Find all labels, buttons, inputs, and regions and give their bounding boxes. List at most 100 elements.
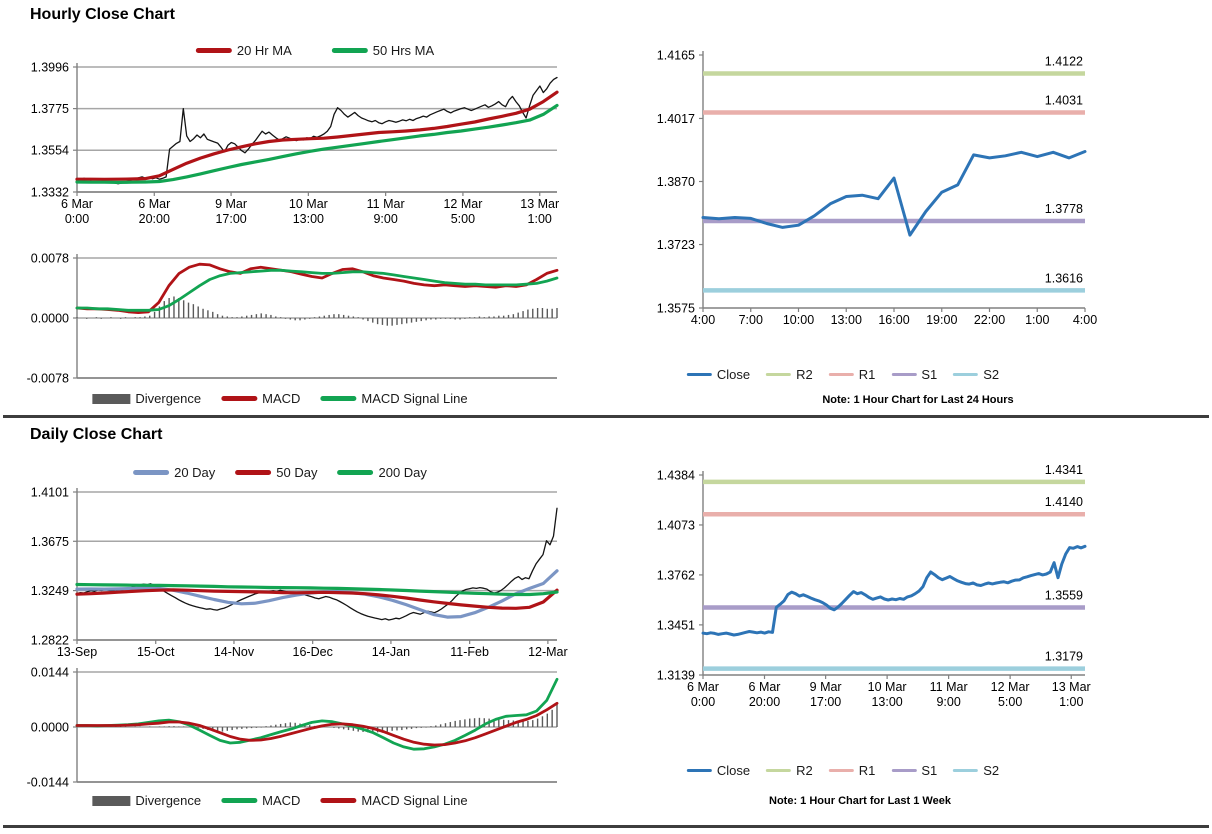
svg-text:7:00: 7:00 — [739, 313, 763, 327]
legend-swatch-icon — [221, 798, 258, 803]
svg-text:1.3616: 1.3616 — [1045, 271, 1083, 285]
legend-item-20-hr-ma: 20 Hr MA — [195, 43, 292, 58]
legend-label: MACD Signal Line — [361, 391, 468, 406]
svg-text:12 Mar: 12 Mar — [991, 680, 1030, 694]
legend-label: S1 — [921, 367, 938, 382]
daily-price-legend: 20 Day 50 Day 200 Day — [133, 465, 427, 480]
legend-label: 200 Day — [378, 465, 427, 480]
weekly-sr-legend: Close R2 R1 S1 S2 — [686, 763, 999, 778]
svg-text:1.3559: 1.3559 — [1045, 589, 1083, 603]
svg-text:1.3575: 1.3575 — [657, 302, 695, 316]
svg-text:6 Mar: 6 Mar — [61, 197, 93, 211]
hourly-sr-legend: Close R2 R1 S1 S2 — [686, 367, 999, 382]
legend-swatch-icon — [828, 372, 854, 377]
legend-label: 50 Hrs MA — [372, 43, 435, 58]
svg-text:1.3778: 1.3778 — [1045, 202, 1083, 216]
legend-label: R2 — [796, 367, 813, 382]
legend-label: R1 — [858, 763, 876, 778]
svg-text:9:00: 9:00 — [936, 695, 960, 709]
legend-item-close: Close — [686, 367, 750, 382]
legend-label: 20 Hr MA — [236, 43, 292, 58]
legend-item-divergence: Divergence — [92, 793, 201, 808]
legend-item-macd: MACD — [221, 793, 300, 808]
svg-text:15-Oct: 15-Oct — [137, 645, 175, 659]
legend-item-macd-signal-line: MACD Signal Line — [320, 391, 468, 406]
legend-item-s2: S2 — [953, 763, 999, 778]
svg-text:20:00: 20:00 — [749, 695, 780, 709]
legend-swatch-icon — [133, 470, 170, 475]
hourly-section-title: Hourly Close Chart — [30, 6, 175, 23]
svg-text:1.3762: 1.3762 — [657, 568, 695, 582]
svg-text:-0.0144: -0.0144 — [27, 776, 69, 790]
svg-text:1.3249: 1.3249 — [31, 584, 69, 598]
svg-text:20:00: 20:00 — [139, 212, 170, 226]
svg-text:1.3332: 1.3332 — [31, 186, 69, 200]
svg-text:14-Nov: 14-Nov — [214, 645, 255, 659]
legend-swatch-icon — [686, 768, 712, 773]
svg-text:1.4341: 1.4341 — [1045, 463, 1083, 477]
legend-label: MACD — [262, 793, 301, 808]
legend-item-macd-signal-line: MACD Signal Line — [320, 793, 468, 808]
svg-text:6 Mar: 6 Mar — [138, 197, 170, 211]
svg-text:1.3179: 1.3179 — [1045, 650, 1083, 664]
svg-text:12 Mar: 12 Mar — [443, 197, 482, 211]
svg-text:0.0078: 0.0078 — [31, 252, 69, 266]
legend-label: S2 — [983, 763, 1000, 778]
legend-swatch-icon — [953, 768, 979, 773]
svg-text:1.3139: 1.3139 — [657, 669, 695, 683]
legend-swatch-icon — [891, 372, 917, 377]
legend-swatch-icon — [331, 48, 368, 53]
svg-text:16-Dec: 16-Dec — [293, 645, 333, 659]
svg-text:16:00: 16:00 — [878, 313, 909, 327]
legend-item-s1: S1 — [891, 763, 937, 778]
svg-text:11 Mar: 11 Mar — [930, 680, 968, 694]
svg-text:10 Mar: 10 Mar — [289, 197, 328, 211]
svg-text:1.4122: 1.4122 — [1045, 54, 1083, 68]
svg-text:1.3775: 1.3775 — [31, 102, 69, 116]
svg-text:19:00: 19:00 — [926, 313, 957, 327]
legend-item-s1: S1 — [891, 367, 937, 382]
legend-item-20-day: 20 Day — [133, 465, 215, 480]
legend-swatch-icon — [92, 393, 131, 404]
svg-text:9:00: 9:00 — [373, 212, 397, 226]
svg-text:1.4165: 1.4165 — [657, 49, 695, 63]
legend-swatch-icon — [221, 396, 258, 401]
svg-text:13 Mar: 13 Mar — [520, 197, 559, 211]
svg-text:1.4017: 1.4017 — [657, 112, 695, 126]
svg-text:17:00: 17:00 — [810, 695, 841, 709]
legend-item-s2: S2 — [953, 367, 999, 382]
legend-label: Close — [716, 763, 751, 778]
svg-text:1.4101: 1.4101 — [31, 486, 69, 500]
legend-item-r1: R1 — [828, 367, 875, 382]
svg-text:1.4140: 1.4140 — [1045, 495, 1083, 509]
svg-text:14-Jan: 14-Jan — [372, 645, 410, 659]
legend-item-close: Close — [686, 763, 751, 778]
svg-text:1.3996: 1.3996 — [31, 61, 69, 75]
svg-text:0.0144: 0.0144 — [31, 666, 69, 680]
legend-label: Divergence — [135, 391, 202, 406]
legend-swatch-icon — [337, 470, 374, 475]
svg-text:1:00: 1:00 — [528, 212, 552, 226]
legend-item-macd: MACD — [221, 391, 300, 406]
svg-text:1.3675: 1.3675 — [31, 535, 69, 549]
svg-text:17:00: 17:00 — [215, 212, 246, 226]
svg-text:-0.0078: -0.0078 — [27, 372, 69, 386]
svg-text:13 Mar: 13 Mar — [1052, 680, 1091, 694]
svg-text:13:00: 13:00 — [831, 313, 862, 327]
svg-text:0.0000: 0.0000 — [31, 721, 69, 735]
legend-item-r2: R2 — [766, 763, 813, 778]
svg-text:4:00: 4:00 — [1073, 313, 1097, 327]
legend-item-divergence: Divergence — [92, 391, 201, 406]
legend-label: Divergence — [135, 793, 202, 808]
legend-item-50-hrs-ma: 50 Hrs MA — [331, 43, 435, 58]
svg-text:10 Mar: 10 Mar — [868, 680, 907, 694]
legend-swatch-icon — [766, 768, 792, 773]
legend-label: S1 — [921, 763, 938, 778]
svg-text:13-Sep: 13-Sep — [57, 645, 97, 659]
legend-swatch-icon — [235, 470, 272, 475]
legend-label: MACD Signal Line — [361, 793, 468, 808]
legend-label: 50 Day — [276, 465, 318, 480]
hourly-sr-note: Note: 1 Hour Chart for Last 24 Hours — [822, 394, 1014, 406]
